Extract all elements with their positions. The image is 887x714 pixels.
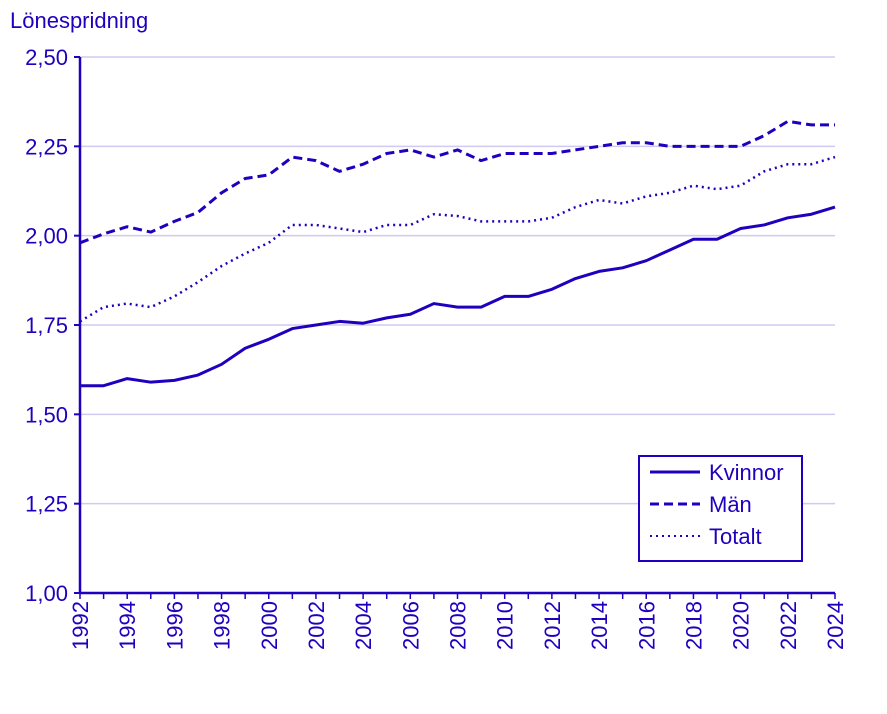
x-tick-label: 2008 (446, 601, 471, 650)
legend-label: Totalt (709, 524, 762, 549)
y-tick-label: 2,50 (25, 45, 68, 70)
x-tick-label: 2000 (257, 601, 282, 650)
legend-label: Kvinnor (709, 460, 784, 485)
x-tick-label: 1992 (68, 601, 93, 650)
x-tick-label: 2014 (587, 601, 612, 650)
x-tick-label: 2004 (351, 601, 376, 650)
y-tick-label: 1,50 (25, 402, 68, 427)
y-tick-label: 2,25 (25, 134, 68, 159)
y-tick-label: 2,00 (25, 224, 68, 249)
x-tick-label: 2022 (776, 601, 801, 650)
x-tick-label: 1998 (210, 601, 235, 650)
x-tick-label: 2016 (634, 601, 659, 650)
x-tick-label: 2006 (398, 601, 423, 650)
y-axis-title: Lönespridning (10, 8, 148, 33)
x-tick-label: 2024 (823, 601, 848, 650)
x-tick-label: 1994 (115, 601, 140, 650)
series-line-totalt (79, 155, 836, 323)
legend: Kvinnor Män Totalt (638, 455, 803, 562)
x-tick-label: 1996 (162, 601, 187, 650)
y-tick-label: 1,00 (25, 581, 68, 606)
series-line-kvinnor (80, 205, 836, 388)
series-line-män (79, 119, 835, 245)
legend-label: Män (709, 492, 752, 517)
x-tick-label: 2020 (729, 601, 754, 650)
y-tick-label: 1,75 (25, 313, 68, 338)
y-tick-label: 1,25 (25, 492, 68, 517)
x-tick-label: 2010 (493, 601, 518, 650)
x-tick-label: 2012 (540, 601, 565, 650)
x-tick-label: 2018 (681, 601, 706, 650)
x-tick-label: 2002 (304, 601, 329, 650)
